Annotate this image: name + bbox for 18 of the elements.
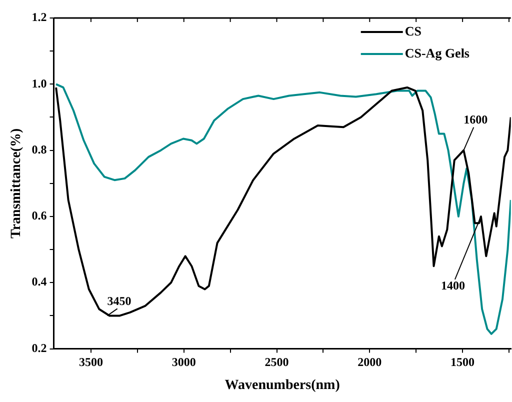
- x-tick-label: 2500: [264, 355, 289, 370]
- x-tick-label: 2000: [358, 355, 382, 370]
- annotation: 1400: [440, 278, 465, 293]
- y-tick-label: 0.2: [32, 340, 47, 355]
- legend-label: CS: [404, 23, 422, 38]
- annotation: 3450: [107, 294, 132, 308]
- y-tick-label: 1.0: [32, 76, 47, 90]
- y-tick-label: 0.8: [32, 142, 47, 156]
- y-axis-title: Transmittance(%): [9, 128, 24, 238]
- y-tick-label: 0.6: [32, 208, 47, 223]
- y-tick-label: 0.4: [32, 274, 47, 289]
- y-tick-label: 1.2: [32, 10, 47, 24]
- x-tick-label: 1500: [450, 355, 475, 370]
- x-tick-label: 3000: [172, 355, 196, 370]
- x-tick-label: 3500: [78, 355, 103, 370]
- x-axis-title: Wavenumbers(nm): [224, 378, 340, 394]
- annotation: 1600: [464, 112, 488, 126]
- legend-label: CS-Ag Gels: [404, 45, 470, 60]
